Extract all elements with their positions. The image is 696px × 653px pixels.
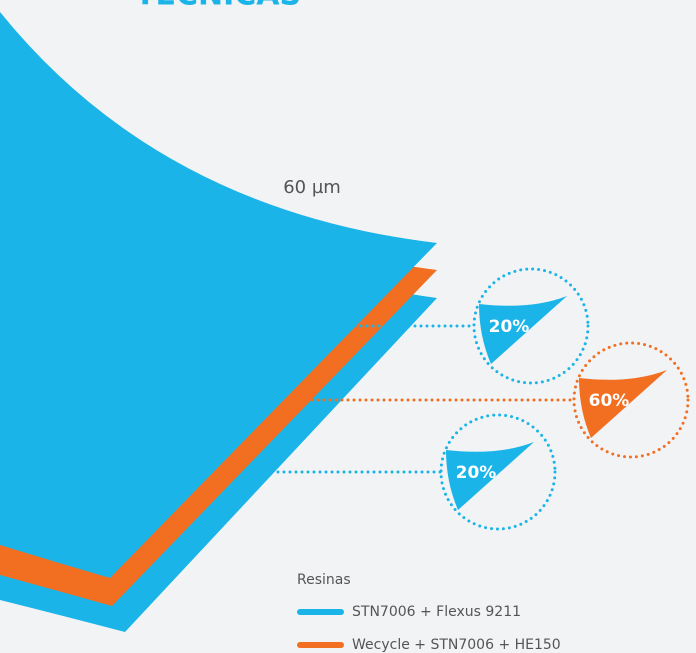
- layer-wedge: [479, 296, 567, 364]
- layer-wedge: [446, 442, 534, 510]
- layer-wedge: [579, 370, 667, 438]
- dotted-circle: [439, 413, 557, 531]
- sheet-top: [0, 12, 437, 578]
- layer-callouts: 20% 60% 20%: [270, 267, 690, 531]
- layer-percent: 20%: [489, 317, 530, 337]
- layer-percent: 20%: [456, 463, 497, 483]
- dotted-circle: [472, 267, 590, 385]
- dotted-circle: [572, 341, 690, 459]
- thickness-label: 60 µm: [283, 177, 341, 198]
- legend-label: Wecycle + STN7006 + HE150: [352, 637, 561, 653]
- title: TECNICAS: [135, 0, 301, 13]
- legend-label: STN7006 + Flexus 9211: [352, 604, 521, 620]
- legend: STN7006 + Flexus 9211 Wecycle + STN7006 +…: [297, 604, 561, 653]
- legend-title: Resinas: [297, 572, 351, 588]
- layer-percent: 60%: [589, 391, 630, 411]
